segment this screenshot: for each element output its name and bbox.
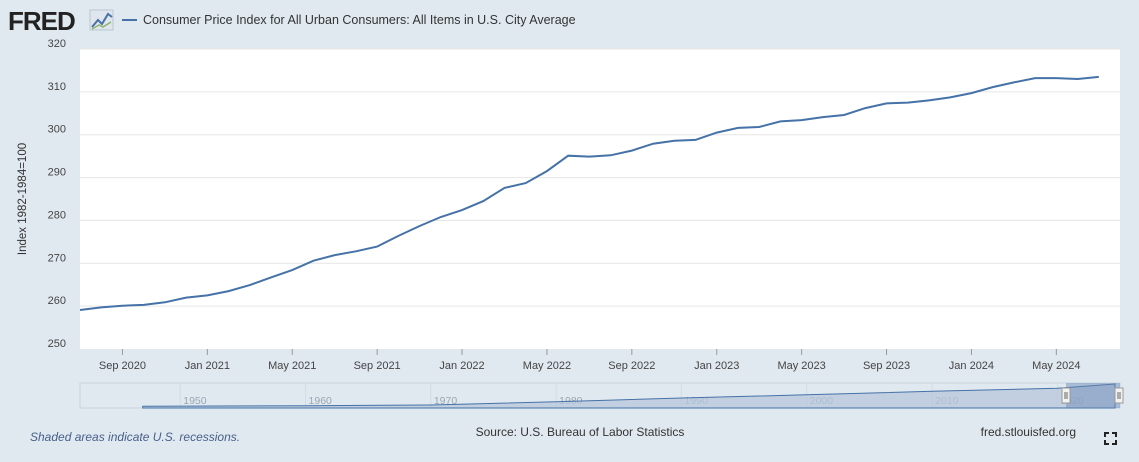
y-tick-label: 270: [48, 252, 66, 264]
series-line[interactable]: [79, 75, 1099, 311]
navigator-tick-label: 1950: [183, 395, 207, 407]
x-tick-label: Sep 2021: [354, 360, 401, 372]
source-text: Source: U.S. Bureau of Labor Statistics: [476, 425, 685, 439]
y-tick-label: 290: [48, 167, 66, 179]
navigator-tick-label: 1960: [309, 395, 333, 407]
y-axis-title: Index 1982-1984=100: [17, 143, 29, 255]
gridlines: [80, 48, 1120, 307]
line-chart-icon: [89, 9, 114, 31]
y-tick-label: 260: [48, 295, 66, 307]
y-tick-label: 320: [48, 38, 66, 50]
y-tick-label: 250: [48, 338, 66, 350]
x-tick-label: Sep 2023: [863, 360, 910, 372]
y-axis-ticks: 250 260 270 280 290 300 310 320: [48, 38, 66, 350]
legend-label: Consumer Price Index for All Urban Consu…: [143, 13, 576, 27]
navigator[interactable]: 19501960197019801990200020102020: [79, 382, 1124, 409]
x-tick-label: Sep 2022: [608, 360, 655, 372]
x-tick-label: May 2021: [268, 360, 316, 372]
x-axis-ticks: Sep 2020 Jan 2021 May 2021 Sep 2021 Jan 2022…: [99, 349, 1080, 372]
site-link[interactable]: fred.stlouisfed.org: [981, 425, 1076, 439]
x-tick-label: Jan 2021: [185, 360, 230, 372]
x-tick-label: Jan 2024: [949, 360, 994, 372]
x-tick-label: Jan 2023: [694, 360, 739, 372]
fullscreen-icon[interactable]: [1104, 432, 1117, 445]
navigator-selection[interactable]: [1066, 383, 1120, 408]
x-tick-label: Sep 2020: [99, 360, 146, 372]
y-tick-label: 280: [48, 209, 66, 221]
x-tick-label: May 2023: [777, 360, 825, 372]
x-tick-label: Jan 2022: [439, 360, 484, 372]
fred-logo[interactable]: FRED: [8, 6, 114, 36]
navigator-left-handle[interactable]: [1061, 387, 1071, 404]
y-tick-label: 300: [48, 124, 66, 136]
x-tick-label: May 2022: [523, 360, 571, 372]
plot-area: [80, 49, 1120, 349]
x-tick-label: May 2024: [1032, 360, 1080, 372]
y-tick-label: 310: [48, 81, 66, 93]
legend[interactable]: Consumer Price Index for All Urban Consu…: [122, 13, 576, 27]
brand-text: FRED: [8, 6, 75, 36]
navigator-right-handle[interactable]: [1114, 387, 1124, 404]
recession-note: Shaded areas indicate U.S. recessions.: [30, 430, 240, 444]
